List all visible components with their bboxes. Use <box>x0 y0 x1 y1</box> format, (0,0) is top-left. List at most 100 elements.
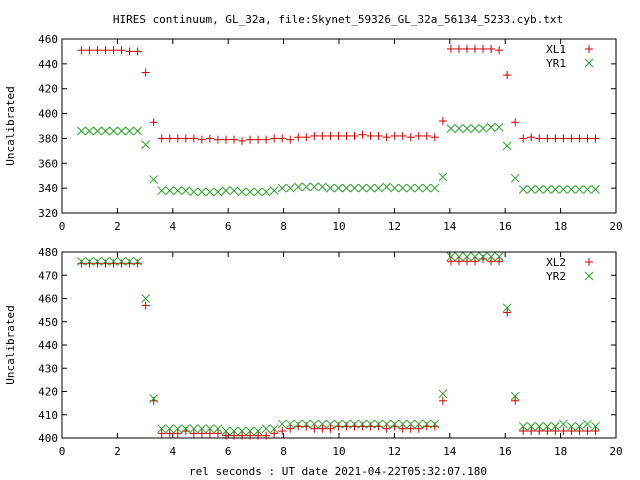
data-point <box>398 419 408 429</box>
data-point <box>510 391 520 401</box>
data-point <box>285 183 295 193</box>
data-point <box>462 124 472 133</box>
data-point <box>213 135 222 144</box>
data-point <box>77 46 86 55</box>
data-point <box>422 131 431 140</box>
data-point <box>245 426 255 436</box>
x-tick-label: 18 <box>554 220 567 233</box>
x-tick-label: 16 <box>499 220 512 233</box>
data-point <box>398 424 407 433</box>
y-tick-label: 420 <box>38 83 58 96</box>
data-point <box>221 135 230 144</box>
data-point <box>519 134 528 143</box>
data-point <box>534 185 544 194</box>
data-point <box>430 133 439 142</box>
data-point <box>446 44 455 53</box>
x-tick-label: 4 <box>169 445 176 458</box>
data-point <box>575 427 584 436</box>
data-point <box>93 256 102 266</box>
data-point <box>366 183 375 193</box>
data-point <box>583 419 592 429</box>
data-point <box>205 134 214 143</box>
data-point <box>471 44 480 53</box>
data-point <box>165 424 175 434</box>
data-point <box>446 257 455 266</box>
data-point <box>374 183 383 193</box>
data-point <box>285 419 295 429</box>
data-point <box>567 185 576 194</box>
data-point <box>213 429 222 438</box>
data-point <box>213 187 223 197</box>
data-point <box>245 187 255 197</box>
data-point <box>551 427 560 436</box>
data-point <box>125 256 134 266</box>
x-tick-label: 12 <box>388 220 401 233</box>
data-point <box>390 419 400 429</box>
data-point <box>318 419 327 429</box>
data-point <box>302 133 311 142</box>
data-point <box>398 183 408 193</box>
data-point <box>550 185 560 194</box>
data-point <box>342 183 351 193</box>
data-point <box>326 424 335 433</box>
data-point <box>262 431 271 440</box>
data-point <box>246 431 255 440</box>
data-point <box>454 252 464 262</box>
x-tick-label: 8 <box>280 445 287 458</box>
data-point <box>414 131 423 140</box>
data-point <box>181 134 190 143</box>
data-point <box>109 256 118 266</box>
data-point <box>454 44 463 53</box>
chart-title: HIRES continuum, GL_32a, file:Skynet_593… <box>113 13 563 26</box>
data-point <box>101 256 110 266</box>
data-point <box>149 118 158 127</box>
data-point <box>149 175 159 184</box>
data-point <box>254 135 263 144</box>
data-point <box>575 185 584 194</box>
legend-label: YR1 <box>546 57 566 70</box>
data-point <box>438 172 448 182</box>
x-tick-label: 2 <box>114 220 121 233</box>
data-point <box>133 126 142 136</box>
y-tick-label: 380 <box>38 132 58 145</box>
data-point <box>542 422 552 431</box>
data-point <box>526 185 536 194</box>
data-point <box>229 186 239 195</box>
data-point <box>173 134 182 143</box>
data-point <box>511 396 520 405</box>
data-point <box>310 424 319 433</box>
data-point <box>470 124 480 133</box>
data-point <box>293 182 303 192</box>
y-tick-label: 470 <box>38 269 58 282</box>
data-point <box>261 187 271 197</box>
data-point <box>510 173 520 183</box>
data-point <box>334 183 343 193</box>
data-point <box>197 424 207 434</box>
data-point <box>462 252 472 262</box>
data-point <box>197 429 206 438</box>
data-point <box>374 419 383 429</box>
legend-marker <box>584 271 594 281</box>
y-axis-label: Uncalibrated <box>4 86 17 165</box>
data-point <box>486 252 496 262</box>
data-point <box>301 182 311 192</box>
data-point <box>462 44 471 53</box>
data-point <box>503 71 512 80</box>
data-point <box>149 394 159 403</box>
data-point <box>77 126 86 136</box>
x-tick-label: 10 <box>332 220 345 233</box>
data-point <box>221 186 231 195</box>
data-point <box>278 134 287 143</box>
data-point <box>358 419 367 429</box>
data-point <box>237 187 247 197</box>
data-point <box>253 426 263 436</box>
y-axis-label: Uncalibrated <box>4 305 17 384</box>
data-point <box>438 117 447 126</box>
data-point <box>261 424 271 434</box>
data-point <box>591 134 600 143</box>
y-tick-label: 460 <box>38 293 58 306</box>
series-XL2 <box>77 254 600 440</box>
data-point <box>197 187 207 197</box>
legend-label: XL1 <box>546 43 566 56</box>
data-point <box>77 256 86 266</box>
